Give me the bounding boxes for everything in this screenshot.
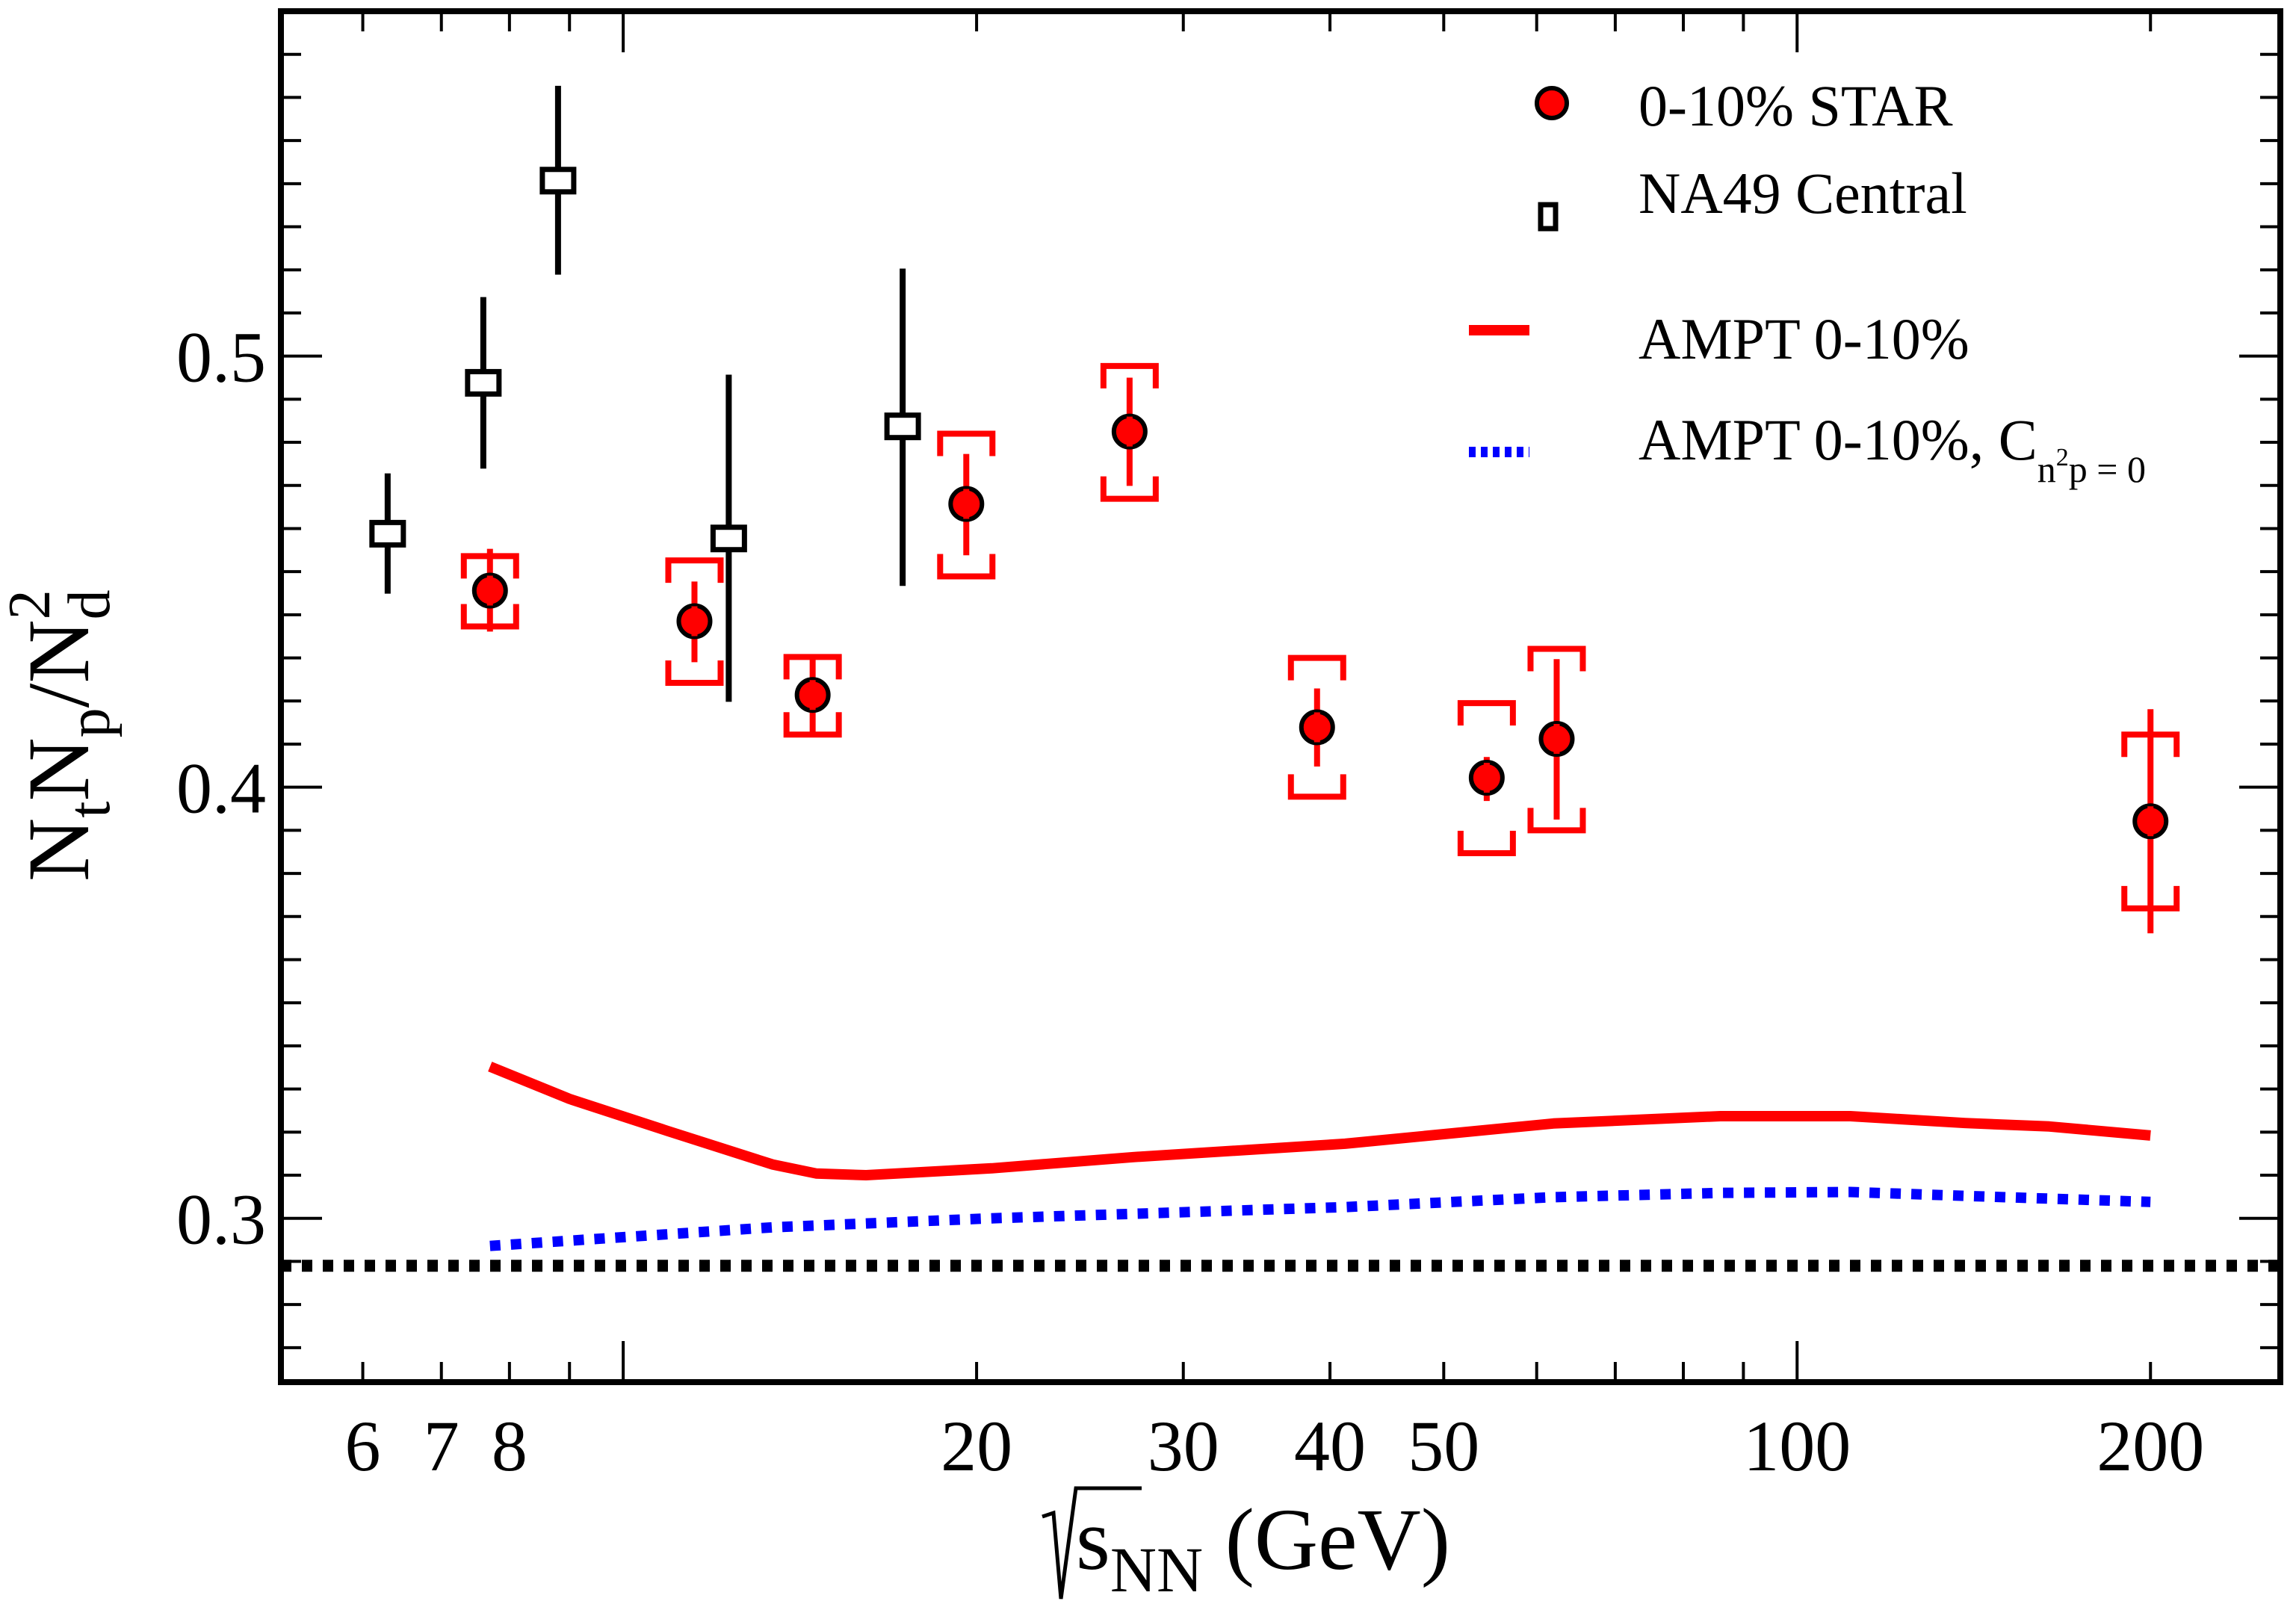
plot-frame xyxy=(278,8,2283,1385)
sys-bracket-top xyxy=(1287,654,1346,681)
sqrt-symbol xyxy=(1042,1486,1142,1600)
plot-area xyxy=(281,85,2280,1272)
na49-marker xyxy=(884,412,921,441)
tick-labels: 6 7 8 20 30 40 50 100 200 0.3 0.4 0.5 xyxy=(176,318,2204,1486)
x-axis-title: sNN (GeV) xyxy=(1042,1486,1450,1606)
y-tick-label: 0.5 xyxy=(176,318,266,397)
legend-item-ampt-cn2p: AMPT 0-10%, Cn2p = 0 xyxy=(1469,407,2146,490)
x-tick-label: 20 xyxy=(941,1406,1012,1486)
sys-bracket-top xyxy=(937,430,996,456)
sys-bracket-bottom xyxy=(937,554,996,580)
x-tick-label: 8 xyxy=(492,1406,527,1486)
star-point xyxy=(665,557,724,687)
legend-item-na49: NA49 Central xyxy=(1538,161,1967,232)
ampt-curve xyxy=(488,1062,2151,1180)
legend-ampt-cn2p-label: AMPT 0-10%, Cn2p = 0 xyxy=(1639,407,2146,490)
na49-point xyxy=(710,374,747,702)
y-tick-label: 0.4 xyxy=(176,749,266,829)
na49-marker xyxy=(369,519,406,548)
na49-point xyxy=(369,473,406,594)
x-tick-label: 100 xyxy=(1743,1406,1851,1486)
legend-star-marker xyxy=(1535,86,1569,120)
sys-bracket-bottom xyxy=(1287,774,1346,800)
na49-marker xyxy=(465,368,502,397)
star-point xyxy=(460,548,519,632)
sys-bracket-bottom xyxy=(1457,830,1516,856)
na49-point xyxy=(539,85,577,275)
legend-na49-marker xyxy=(1538,202,1559,232)
x-tick-label: 6 xyxy=(345,1406,381,1486)
x-axis-title-text: sNN (GeV) xyxy=(1076,1490,1450,1606)
sys-bracket-top xyxy=(665,557,724,583)
legend: 0-10% STAR NA49 Central AMPT 0-10% AMPT … xyxy=(1469,73,2146,490)
x-tick-label: 200 xyxy=(2097,1406,2204,1486)
legend-item-star: 0-10% STAR xyxy=(1535,73,1953,138)
legend-star-label: 0-10% STAR xyxy=(1639,73,1953,138)
y-axis-title: NtNp/N2d xyxy=(0,589,123,882)
sys-bracket-top xyxy=(1457,700,1516,726)
legend-ampt-label: AMPT 0-10% xyxy=(1639,306,1969,371)
sys-bracket-bottom xyxy=(1527,808,1586,834)
sys-bracket-top xyxy=(1100,362,1159,388)
star-point xyxy=(1287,654,1346,800)
na49-marker xyxy=(539,167,577,195)
na49-point xyxy=(884,268,921,586)
star-point xyxy=(783,654,842,738)
na49-marker xyxy=(710,524,747,553)
star-point xyxy=(937,430,996,580)
y-tick-label: 0.3 xyxy=(176,1180,266,1260)
sys-bracket-bottom xyxy=(1100,476,1159,502)
sys-bracket-top xyxy=(1527,645,1586,672)
star-point xyxy=(1100,362,1159,502)
x-tick-label: 30 xyxy=(1148,1406,1219,1486)
na49-point xyxy=(465,297,502,469)
legend-na49-label: NA49 Central xyxy=(1639,161,1967,226)
legend-item-ampt: AMPT 0-10% xyxy=(1469,306,1969,371)
x-tick-label: 7 xyxy=(424,1406,459,1486)
sys-bracket-bottom xyxy=(665,660,724,687)
axis-ticks xyxy=(281,10,2280,1382)
x-tick-label: 40 xyxy=(1294,1406,1366,1486)
star-point xyxy=(2121,709,2180,934)
x-tick-label: 50 xyxy=(1408,1406,1479,1486)
star-point xyxy=(1527,645,1586,834)
ampt-cn2p-curve xyxy=(489,1186,2151,1251)
star-point xyxy=(1457,700,1516,856)
